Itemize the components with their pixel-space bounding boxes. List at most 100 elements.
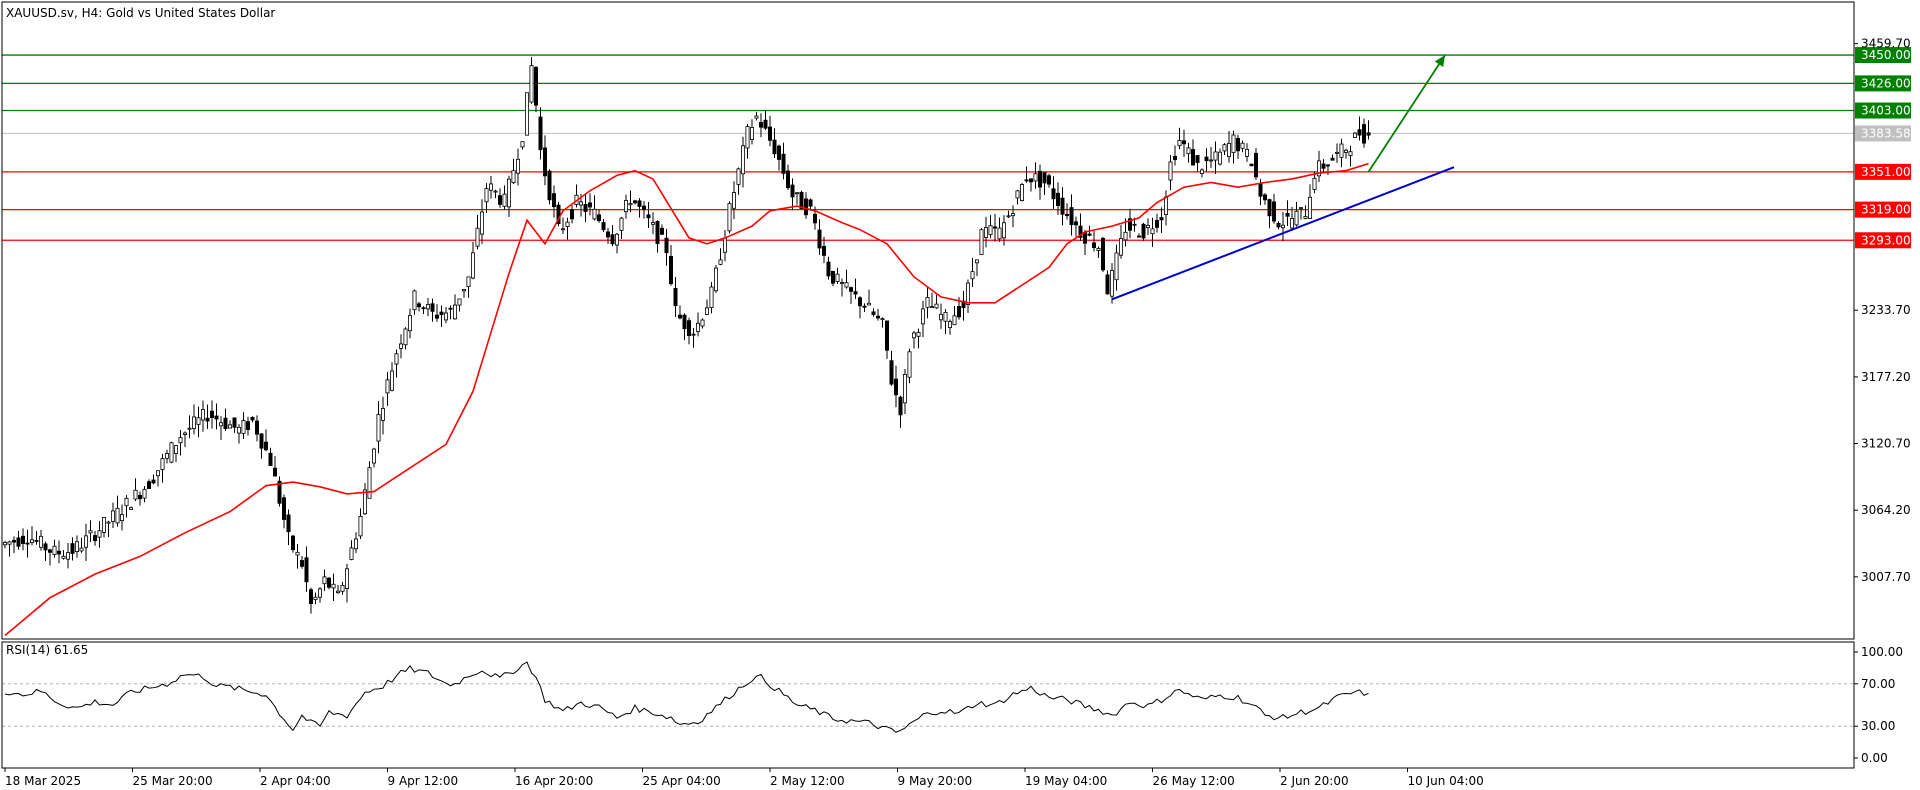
y-tick-label: 3459.70 [1861,37,1911,51]
candle-body [358,516,363,537]
candle-body [1011,213,1016,217]
candle [493,189,498,199]
candle-body [1290,218,1295,229]
candle [3,540,8,549]
candle-body [1114,252,1119,281]
candle-body [173,445,178,454]
candle [736,167,741,195]
candle-body [975,259,980,264]
candle [1321,159,1326,173]
candle [200,400,205,432]
x-tick-label: 18 Mar 2025 [5,774,81,788]
candle [461,289,466,298]
candle-body [678,314,683,319]
candle [75,535,80,558]
candle-body [840,282,845,284]
candle [588,193,593,216]
candle-body [443,312,448,321]
candle-body [952,315,957,326]
level-label: 3293.00 [1861,233,1911,247]
candle [741,136,746,188]
candle [250,416,255,423]
candle-body [304,557,309,583]
candle [714,265,719,293]
candle [61,549,66,560]
candle [1020,182,1025,202]
candle-body [651,222,656,225]
candle [1281,211,1286,242]
candle [975,259,980,277]
candle [646,202,651,228]
candle-body [200,409,205,421]
candle-body [997,227,1002,240]
candle [1263,193,1268,205]
x-tick-label: 9 May 20:00 [898,774,973,788]
rsi-tick-label: 100.00 [1861,645,1903,659]
candle-body [511,170,516,184]
candle-body [1110,270,1115,297]
rsi-tick-label: 70.00 [1861,677,1895,691]
candle-body [637,200,642,207]
candle-body [191,416,196,429]
candle [642,201,647,219]
candle [241,412,246,440]
candle-body [516,158,521,174]
candle [543,135,548,186]
candle-body [488,183,493,191]
candle [885,320,890,359]
candle-body [916,332,921,337]
candle-body [786,170,791,189]
candle [637,198,642,218]
candle-body [1326,164,1331,167]
candle-body [1182,140,1187,145]
candle-body [502,193,507,207]
candle [700,318,705,329]
candle-body [700,319,705,327]
candle [511,158,516,184]
level-tag-resistance [1855,47,1911,64]
candle [831,270,836,287]
candle [1051,176,1056,209]
candle [1006,210,1011,218]
candle [898,395,903,428]
candle [925,285,930,319]
candle-body [1177,139,1182,147]
y-tick-label: 3120.70 [1861,437,1911,451]
candle [907,348,912,384]
candle [727,201,732,234]
candle [1114,244,1119,291]
candle-body [403,328,408,346]
rsi-tick-label: 30.00 [1861,719,1895,733]
candle [1029,178,1034,192]
candle-body [646,214,651,219]
candle-body [1335,151,1340,154]
candle-body [457,298,462,306]
candle-body [1132,223,1137,226]
candle [430,298,435,322]
level-tag-support [1855,163,1911,180]
candle [552,185,557,218]
moving-average [4,162,1369,637]
rsi-axis: 100.00 70.00 30.00 0.00 [1854,645,1903,765]
candle-body [1200,169,1205,174]
candle [939,303,944,329]
candle [862,303,867,312]
candle [1326,164,1331,176]
rsi-panel [2,661,1854,733]
candle-body [628,203,633,206]
candle [120,504,125,531]
candle [1294,201,1299,227]
candle [317,587,322,603]
candle-body [97,530,102,538]
candle-body [1222,144,1227,152]
candle [1015,189,1020,205]
candle [570,205,575,224]
candle-body [673,288,678,307]
candle [1128,208,1133,239]
candle-body [660,227,665,235]
candle-body [268,452,273,466]
candle-body [1240,142,1245,149]
candle-body [1060,197,1065,215]
candle [1074,216,1079,237]
candle-body [1083,231,1088,244]
